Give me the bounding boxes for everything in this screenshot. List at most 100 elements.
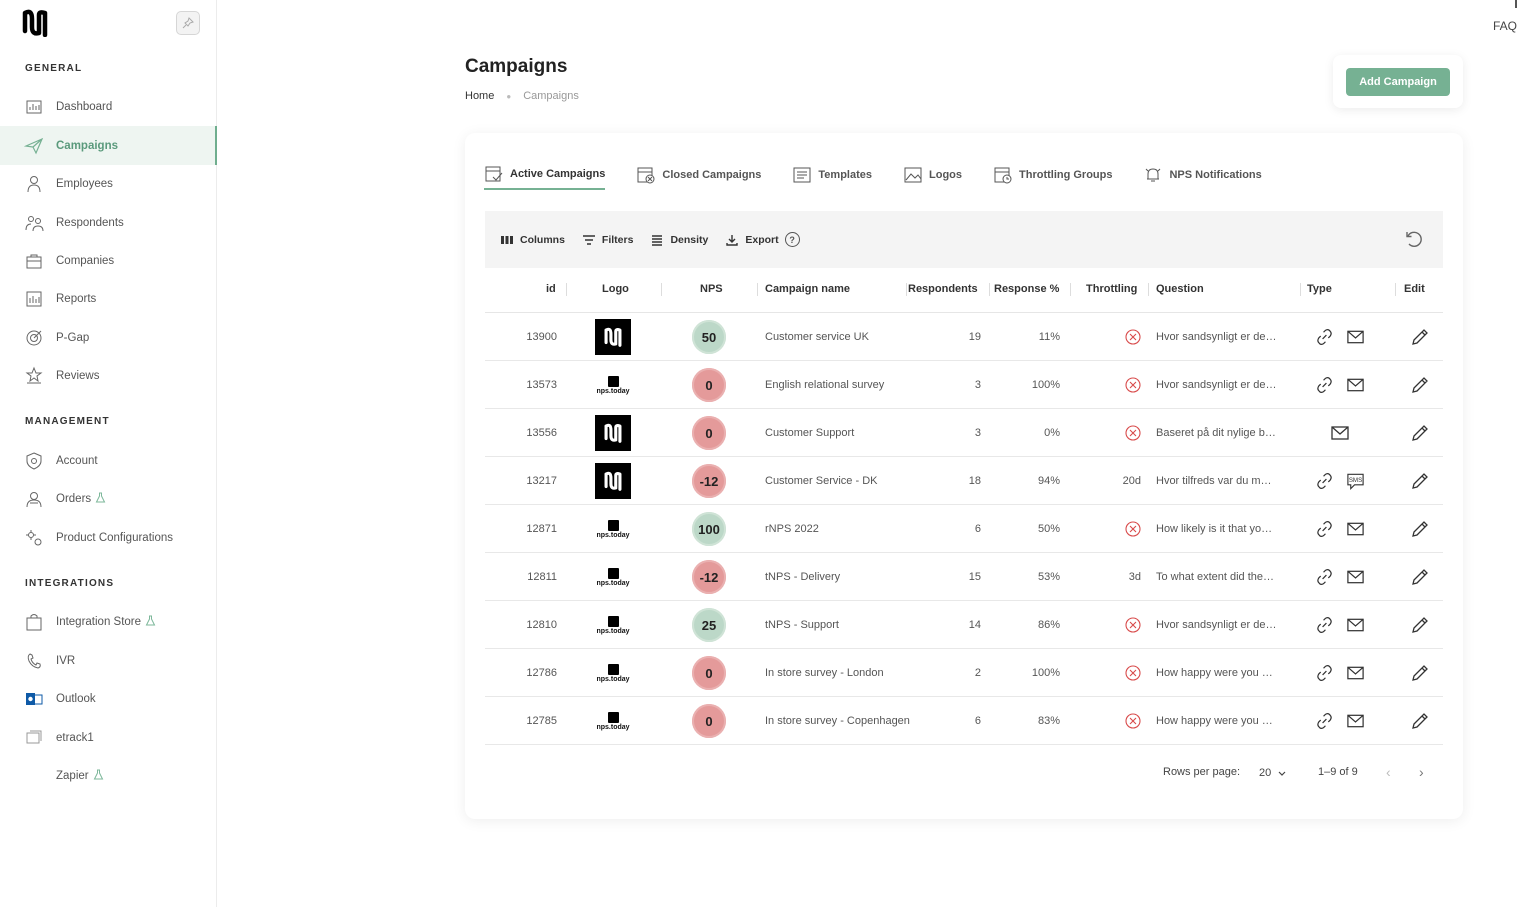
link-icon[interactable]: [1315, 375, 1334, 395]
table-row[interactable]: 13900 50 Customer service UK 19 11% Hvor sand…: [485, 313, 1443, 361]
edit-pencil-icon[interactable]: [1410, 663, 1430, 683]
link-icon[interactable]: [1315, 519, 1334, 539]
column-separator[interactable]: [989, 283, 990, 296]
help-icon[interactable]: ?: [784, 232, 800, 247]
header-nps[interactable]: NPS: [700, 283, 723, 295]
email-icon[interactable]: [1346, 327, 1365, 347]
reset-icon[interactable]: [1403, 228, 1425, 250]
npstoday-logo: nps.today: [596, 663, 630, 683]
phone-icon: [24, 651, 44, 671]
header-edit[interactable]: Edit: [1404, 283, 1425, 295]
sidebar-item-product-configurations[interactable]: Product Configurations: [0, 518, 217, 557]
tab-active-campaigns[interactable]: Active Campaigns: [484, 160, 606, 190]
column-separator[interactable]: [566, 283, 567, 296]
sidebar-item-reports[interactable]: Reports: [0, 279, 217, 318]
column-separator[interactable]: [906, 283, 907, 296]
sidebar-item-p-gap[interactable]: P-Gap: [0, 318, 217, 357]
faq-link[interactable]: FAQ: [1492, 19, 1517, 33]
export-button[interactable]: Export ?: [725, 232, 800, 247]
filters-button[interactable]: Filters: [582, 233, 633, 247]
sidebar-item-reviews[interactable]: Reviews: [0, 356, 217, 395]
cell-response: 83%: [1037, 715, 1060, 727]
column-separator[interactable]: [1395, 283, 1396, 296]
cell-campaign-name: Customer service UK: [765, 331, 869, 343]
edit-pencil-icon[interactable]: [1410, 615, 1430, 635]
rows-per-page-select[interactable]: 20: [1259, 766, 1289, 780]
sidebar-item-ivr[interactable]: IVR: [0, 641, 217, 680]
edit-pencil-icon[interactable]: [1410, 711, 1430, 731]
add-campaign-button[interactable]: Add Campaign: [1346, 67, 1450, 96]
column-separator[interactable]: [1300, 283, 1301, 296]
sidebar-item-integration-store[interactable]: Integration Store: [0, 602, 217, 641]
email-icon[interactable]: [1346, 663, 1365, 683]
table-row[interactable]: 13556 0 Customer Support 3 0% Baseret på dit …: [485, 409, 1443, 457]
table-row[interactable]: 12871 nps.today 100 rNPS 2022 6 50% How likely…: [485, 505, 1443, 553]
density-button[interactable]: Density: [650, 233, 708, 247]
column-separator[interactable]: [1148, 283, 1149, 296]
header-id[interactable]: id: [546, 283, 556, 295]
cell-response: 100%: [1031, 667, 1060, 679]
sidebar-item-orders[interactable]: Orders: [0, 479, 217, 518]
table-row[interactable]: 13217 -12 Customer Service - DK 18 94% 20d Hvo…: [485, 457, 1443, 505]
sidebar-item-dashboard[interactable]: Dashboard: [0, 87, 217, 126]
nps-badge: 0: [692, 416, 726, 450]
email-icon[interactable]: [1346, 567, 1365, 587]
edit-pencil-icon[interactable]: [1410, 567, 1430, 587]
table-row[interactable]: 12810 nps.today 25 tNPS - Support 14 86% Hvor …: [485, 601, 1443, 649]
column-separator[interactable]: [1070, 283, 1071, 296]
edit-pencil-icon[interactable]: [1410, 423, 1430, 443]
table-row[interactable]: 12786 nps.today 0 In store survey - London 2…: [485, 649, 1443, 697]
cell-id: 12871: [526, 523, 557, 535]
tab-nps-notifications[interactable]: NPS Notifications: [1143, 160, 1262, 190]
brand-logo-icon[interactable]: [22, 9, 48, 37]
sidebar-item-zapier[interactable]: Zapier: [0, 756, 217, 795]
header-response[interactable]: Response %: [994, 283, 1060, 295]
sidebar-item-account[interactable]: Account: [0, 441, 217, 480]
cell-question: How happy were you …: [1156, 667, 1273, 679]
email-icon[interactable]: [1330, 423, 1350, 443]
next-page-icon[interactable]: ›: [1419, 764, 1424, 780]
link-icon[interactable]: [1315, 663, 1334, 683]
cell-id: 12811: [527, 571, 557, 583]
link-icon[interactable]: [1315, 711, 1334, 731]
tab-throttling-groups[interactable]: Throttling Groups: [993, 160, 1112, 190]
email-icon[interactable]: [1346, 711, 1365, 731]
prev-page-icon[interactable]: ‹: [1386, 764, 1391, 780]
edit-pencil-icon[interactable]: [1410, 471, 1430, 491]
header-campaign-name[interactable]: Campaign name: [765, 283, 850, 295]
table-row[interactable]: 12785 nps.today 0 In store survey - Copenha…: [485, 697, 1443, 745]
link-icon[interactable]: [1315, 567, 1334, 587]
sidebar-item-campaigns[interactable]: Campaigns: [0, 126, 217, 165]
header-question[interactable]: Question: [1156, 283, 1204, 295]
sidebar-item-companies[interactable]: Companies: [0, 241, 217, 280]
pin-icon[interactable]: [176, 11, 200, 35]
tab-closed-campaigns[interactable]: Closed Campaigns: [636, 160, 761, 190]
edit-pencil-icon[interactable]: [1410, 327, 1430, 347]
tab-logos[interactable]: Logos: [903, 160, 962, 190]
sidebar-item-etrack1[interactable]: etrack1: [0, 718, 217, 757]
columns-button[interactable]: Columns: [500, 233, 565, 247]
sidebar-item-respondents[interactable]: Respondents: [0, 203, 217, 242]
column-separator[interactable]: [757, 283, 758, 296]
link-icon[interactable]: [1315, 615, 1334, 635]
sms-icon[interactable]: SMS: [1346, 471, 1365, 491]
email-icon[interactable]: [1346, 375, 1365, 395]
beaker-icon: [95, 492, 106, 506]
link-icon[interactable]: [1315, 471, 1334, 491]
header-throttling[interactable]: Throttling: [1086, 283, 1138, 295]
tab-templates[interactable]: Templates: [792, 160, 872, 190]
edit-pencil-icon[interactable]: [1410, 375, 1430, 395]
sidebar-item-employees[interactable]: Employees: [0, 164, 217, 203]
email-icon[interactable]: [1346, 615, 1365, 635]
email-icon[interactable]: [1346, 519, 1365, 539]
breadcrumb-home[interactable]: Home: [465, 90, 495, 102]
sidebar-item-outlook[interactable]: Outlook: [0, 679, 217, 718]
header-logo[interactable]: Logo: [602, 283, 629, 295]
column-separator[interactable]: [661, 283, 662, 296]
edit-pencil-icon[interactable]: [1410, 519, 1430, 539]
table-row[interactable]: 12811 nps.today -12 tNPS - Delivery 15 53% 3d T…: [485, 553, 1443, 601]
header-type[interactable]: Type: [1307, 283, 1332, 295]
table-row[interactable]: 13573 nps.today 0 English relational survey…: [485, 361, 1443, 409]
link-icon[interactable]: [1315, 327, 1334, 347]
header-respondents[interactable]: Respondents: [908, 283, 978, 295]
